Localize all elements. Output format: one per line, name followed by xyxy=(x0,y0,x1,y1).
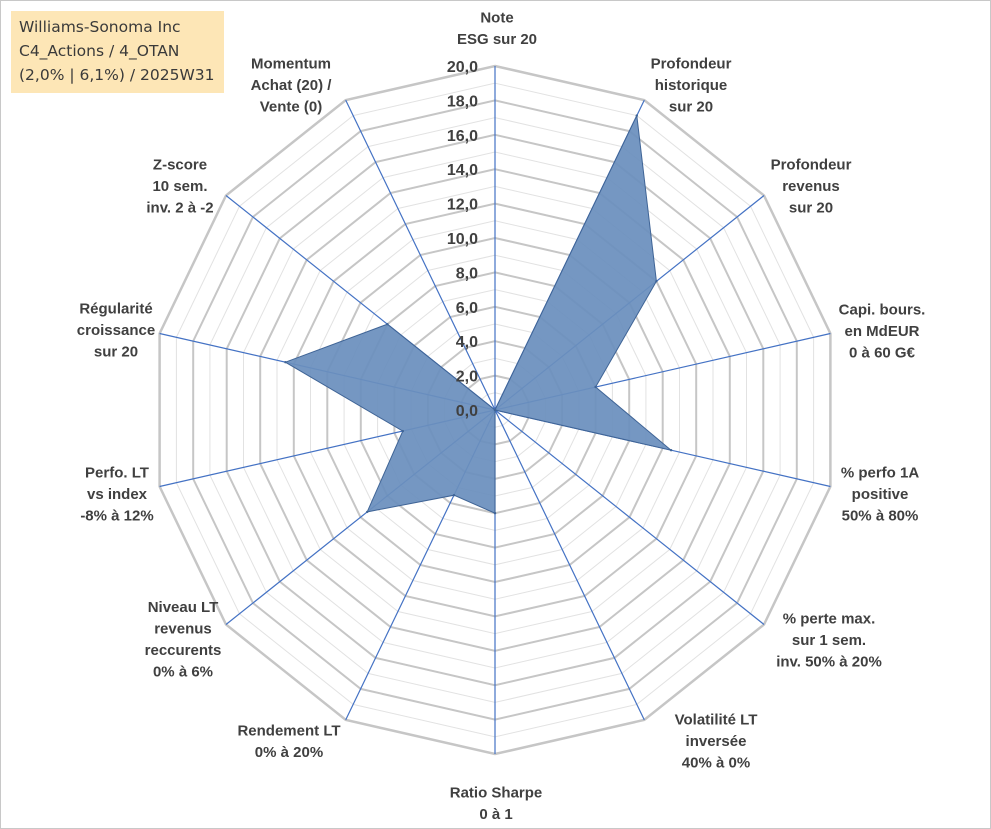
axis-label-line: positive xyxy=(852,486,909,503)
axis-spoke xyxy=(345,99,496,411)
axis-label: Momentum Achat (20) / Vente (0) xyxy=(251,56,333,116)
axis-label-line: reccurents xyxy=(145,642,222,659)
axis-label: % perfo 1A positive 50% à 80% xyxy=(841,465,920,525)
tick-label: 0,0 xyxy=(456,403,478,420)
axis-label-line: 0 à 1 xyxy=(479,806,512,823)
axis-label-line: Volatilité LT xyxy=(675,712,758,729)
axis-label: Rendement LT 0% à 20% xyxy=(237,722,340,761)
axis-label-line: sur 20 xyxy=(669,99,713,116)
title-box: Williams-Sonoma Inc C4_Actions / 4_OTAN … xyxy=(11,11,224,93)
tick-label: 12,0 xyxy=(447,197,478,214)
tick-label: 18,0 xyxy=(447,93,478,110)
axis-label-line: Note xyxy=(480,9,513,26)
axis-label-line: Momentum xyxy=(251,56,331,73)
tick-label: 16,0 xyxy=(447,128,478,145)
axis-label-line: 40% à 0% xyxy=(682,755,750,772)
axis-label: Profondeur historique sur 20 xyxy=(651,56,732,116)
title-line-company: Williams-Sonoma Inc xyxy=(19,18,181,36)
data-point xyxy=(452,494,456,497)
axis-label: % perte max. sur 1 sem. inv. 50% à 20% xyxy=(776,611,882,671)
axis-label-line: Niveau LT xyxy=(148,599,219,616)
series-area xyxy=(284,113,672,514)
axis-label-line: Z-score xyxy=(153,157,207,174)
axis-label-line: Achat (20) / xyxy=(251,77,333,94)
axis-label-line: Profondeur xyxy=(651,56,732,73)
axis-label: Perfo. LT vs index -8% à 12% xyxy=(80,465,153,525)
data-point xyxy=(635,114,638,117)
axis-label-line: Régularité xyxy=(79,301,152,318)
tick-label: 6,0 xyxy=(456,300,478,317)
axis-label-line: ESG sur 20 xyxy=(457,31,537,48)
axis-label-line: sur 1 sem. xyxy=(792,632,866,649)
axis-label-line: inv. 2 à -2 xyxy=(146,200,213,217)
axis-label-line: 10 sem. xyxy=(152,178,207,195)
axis-label-line: Profondeur xyxy=(771,157,852,174)
axis-label: Régularité croissance sur 20 xyxy=(77,301,155,361)
axis-label-line: 0% à 6% xyxy=(153,663,213,680)
axis-label-line: revenus xyxy=(154,620,212,637)
data-point xyxy=(669,449,673,452)
axis-label-line: historique xyxy=(655,77,728,94)
axis-label-line: inv. 50% à 20% xyxy=(776,654,882,671)
axis-label-line: vs index xyxy=(87,486,148,503)
axis-label-line: 0% à 20% xyxy=(255,744,323,761)
axis-label-line: Ratio Sharpe xyxy=(450,784,543,801)
axis-label: Capi. bours. en MdEUR 0 à 60 G€ xyxy=(839,302,926,362)
radar-tick-labels: 0,0 2,0 4,0 6,0 8,0 10,0 12,0 14,0 16,0 18,0 20,0 xyxy=(447,59,478,420)
radar-series xyxy=(284,113,673,515)
data-point xyxy=(493,512,497,515)
tick-label: 20,0 xyxy=(447,59,478,76)
axis-label-line: Perfo. LT xyxy=(85,465,149,482)
tick-label: 10,0 xyxy=(447,231,478,248)
axis-label-line: Vente (0) xyxy=(260,99,323,116)
axis-label: Volatilité LT inversée 40% à 0% xyxy=(675,712,758,772)
axis-label-line: 0 à 60 G€ xyxy=(849,345,916,362)
data-point xyxy=(284,361,287,364)
tick-label: 8,0 xyxy=(456,265,478,282)
axis-label-line: inversée xyxy=(686,733,747,750)
axis-label-line: % perfo 1A xyxy=(841,465,920,482)
axis-label: Niveau LT revenus reccurents 0% à 6% xyxy=(145,599,222,681)
axis-label-line: sur 20 xyxy=(94,344,138,361)
axis-label-line: revenus xyxy=(782,178,840,195)
axis-label-line: 50% à 80% xyxy=(842,508,919,525)
axis-label-line: en MdEUR xyxy=(845,323,920,340)
radar-axis-labels: Note ESG sur 20 Profondeur historique sur 20… xyxy=(77,9,926,823)
axis-spoke xyxy=(494,409,765,625)
data-point xyxy=(386,323,389,326)
axis-label-line: Capi. bours. xyxy=(839,302,926,319)
axis-label: Z-score 10 sem. inv. 2 à -2 xyxy=(146,157,213,217)
axis-label: Ratio Sharpe 0 à 1 xyxy=(450,784,543,823)
axis-label-line: -8% à 12% xyxy=(80,508,153,525)
axis-label-line: croissance xyxy=(77,322,155,339)
axis-label: Profondeur revenus sur 20 xyxy=(771,157,852,217)
data-point xyxy=(493,408,497,412)
data-point xyxy=(366,510,369,514)
axis-label-line: sur 20 xyxy=(789,200,833,217)
axis-label-line: % perte max. xyxy=(783,611,876,628)
title-line-metrics: (2,0% | 6,1%) / 2025W31 xyxy=(19,66,215,84)
axis-label-line: Rendement LT xyxy=(237,722,340,739)
tick-label: 14,0 xyxy=(447,162,478,179)
tick-label: 4,0 xyxy=(456,334,478,351)
axis-label: Note ESG sur 20 xyxy=(457,9,537,48)
data-point xyxy=(594,385,597,389)
title-line-category: C4_Actions / 4_OTAN xyxy=(19,42,180,60)
tick-label: 2,0 xyxy=(456,369,478,386)
data-point xyxy=(401,429,404,433)
axis-spoke xyxy=(494,409,645,721)
data-point xyxy=(655,280,658,283)
